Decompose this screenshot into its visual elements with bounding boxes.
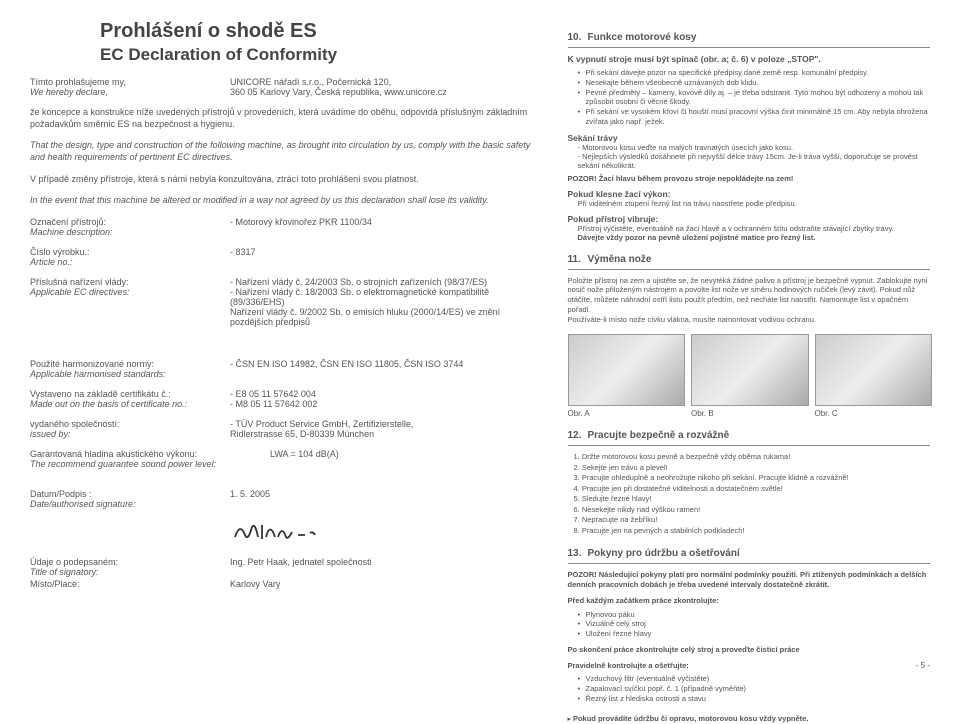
s13-b2: Vizuálně celý stroj	[578, 619, 931, 629]
article-no-label-en: Article no.:	[30, 257, 230, 267]
s10-b2: Nesekajte během všeobecně uznávaných dob…	[578, 78, 931, 88]
s12-l6: 6. Nesekejte nikdy nad výškou ramen!	[574, 505, 931, 516]
para1-cs: že koncepce a konstrukce níže uvedených …	[30, 107, 538, 130]
s12-l5: 5. Sledujte řezné hlavy!	[574, 494, 931, 505]
s10-b6: - Nejlepších výsledků dosáhnete při nejv…	[578, 152, 931, 170]
directive-1: - Nařízení vlády č. 24/2003 Sb. o strojn…	[230, 277, 538, 287]
date-label-en: Date/authorised signature:	[30, 499, 230, 509]
title-sub: EC Declaration of Conformity	[30, 45, 538, 65]
caption-a: Obr. A	[568, 409, 684, 418]
s10-b1: Při sekání dávejte pozor na specifické p…	[578, 68, 931, 78]
s10-p4b: Dávejte vždy pozor na pevně uložení poji…	[578, 233, 931, 242]
directives-label: Příslušná nařízení vlády:	[30, 277, 230, 287]
issued-by-label: vydaného společností:	[30, 419, 230, 429]
issued-by-2: Ridlerstrasse 65, D-80339 München	[230, 429, 538, 439]
directive-3: Nařízení vlády č. 9/2002 Sb. o emisích h…	[230, 307, 538, 327]
signatory-label: Údaje o podepsaném:	[30, 557, 230, 567]
para2-en: In the event that this machine be altere…	[30, 195, 538, 207]
s10-b3: Pevné předměty – kameny, kovové díly aj.…	[578, 88, 931, 108]
declare-cs: Tímto prohlašujeme my,	[30, 77, 230, 87]
section-10-head: 10.Funkce motorové kosy	[568, 32, 931, 48]
cert-value-2: - M8 05 11 57642 002	[230, 399, 538, 409]
date-label: Datum/Podpis :	[30, 489, 230, 499]
s13-b5: Zapalovací svíčku popř. č. 1 (případně v…	[578, 684, 931, 694]
s13-b4: Vzduchový filtr (eventuálně vyčistěte)	[578, 674, 931, 684]
title-main: Prohlášení o shodě ES	[30, 20, 538, 43]
section-11-head: 11.Výměna nože	[568, 254, 931, 270]
machine-desc-label: Označení přístrojů:	[30, 217, 230, 227]
caption-b: Obr. B	[691, 409, 807, 418]
s10-b5: - Motorovou kosu veďte na malých travnat…	[578, 143, 931, 152]
s12-l8: 8. Pracujte jen na pevných a stabilních …	[574, 526, 931, 537]
image-b	[691, 334, 809, 406]
signatory-value: Ing. Petr Haak, jednatel společnosti	[230, 557, 538, 577]
company-addr: 360 05 Karlovy Vary, Česká republika, ww…	[230, 87, 538, 97]
s12-l2: 2. Sekejte jen trávu a plevel!	[574, 463, 931, 474]
s10-h4: Pokud přístroj vibruje:	[568, 214, 931, 224]
s13-warn: POZOR! Následující pokyny platí pro norm…	[568, 570, 927, 589]
s13-b1: Plynovou páku	[578, 610, 931, 620]
machine-desc-label-en: Machine description:	[30, 227, 230, 237]
standards-label: Použité harmonizované normy:	[30, 359, 230, 369]
section-13-head: 13.Pokyny pro údržbu a ošetřování	[568, 548, 931, 564]
article-no-value: - 8317	[230, 247, 538, 267]
standards-label-en: Applicable harmonised standards:	[30, 369, 230, 379]
cert-value-1: - E8 05 11 57642 004	[230, 389, 538, 399]
sound-value: LWA = 104 dB(A)	[270, 449, 538, 469]
page-number: - 5 -	[916, 661, 930, 670]
s13-h2: Po skončení práce zkontrolujte celý stro…	[568, 645, 931, 655]
para1-en: That the design, type and construction o…	[30, 140, 538, 163]
image-a	[568, 334, 686, 406]
date-value: 1. 5. 2005	[230, 489, 538, 509]
sound-label-en: The recommend guarantee sound power leve…	[30, 459, 270, 469]
directive-2: - Nařízení vlády č. 18/2003 Sb. o elektr…	[230, 287, 538, 307]
s10-h3: Pokud klesne žací výkon:	[568, 189, 931, 199]
signatory-label-en: Title of signatory:	[30, 567, 230, 577]
machine-desc-value: - Motorový křovinořez PKR 1100/34	[230, 217, 538, 237]
place-value: Karlovy Vary	[230, 579, 538, 589]
s12-l3: 3. Pracujte ohleduplně a neohrožujte nik…	[574, 473, 931, 484]
cert-label: Vystaveno na základě certifikátu č.:	[30, 389, 230, 399]
company: UNICORE nářadí s.r.o., Počernická 120,	[230, 77, 538, 87]
issued-by-1: - TÜV Product Service GmbH, Zertifiziers…	[230, 419, 538, 429]
para2-cs: V případě změny přístroje, která s námi …	[30, 174, 538, 186]
s10-h1: K vypnutí stroje musí být spínač (obr. a…	[568, 54, 931, 64]
s13-foot: Pokud provádíte údržbu či opravu, motoro…	[573, 714, 808, 723]
s10-b4: Při sekání ve vysokém křoví či houští mu…	[578, 107, 931, 127]
sound-label: Garantovaná hladina akustického výkonu:	[30, 449, 270, 459]
s12-l7: 7. Nepracujte na žebříku!	[574, 515, 931, 526]
image-c	[815, 334, 933, 406]
s10-p3: Při viditelném ztupení řezný list na trá…	[578, 199, 931, 208]
s10-warn1: POZOR! Žací hlavu během provozu stroje n…	[568, 174, 931, 183]
s13-b3: Uložení řezné hlavy	[578, 629, 931, 639]
s12-l4: 4. Pracujte jen při dostatečné viditelno…	[574, 484, 931, 495]
s13-b6: Řezný list z hlediska ostrosti a stavu	[578, 694, 931, 704]
s12-l1: 1. Držte motorovou kosu pevně a bezpečně…	[574, 452, 931, 463]
place-label: Místo/Place:	[30, 579, 230, 589]
issued-by-label-en: issued by:	[30, 429, 230, 439]
s13-h1: Před každým začátkem práce zkontrolujte:	[568, 596, 931, 606]
s11-p2: Používáte-li místo nože cívku vlákna, mu…	[568, 315, 931, 325]
section-12-head: 12.Pracujte bezpečně a rozvážně	[568, 430, 931, 446]
signature-icon	[230, 517, 320, 547]
article-no-label: Číslo výrobku.:	[30, 247, 230, 257]
s11-p1: Položte přístroj na zem a ujistěte se, ž…	[568, 276, 931, 315]
s13-h3: Pravidelně kontrolujte a ošetřujte:	[568, 661, 931, 671]
declare-en: We hereby declare,	[30, 87, 230, 97]
cert-label-en: Made out on the basis of certificate no.…	[30, 399, 230, 409]
directives-label-en: Applicable EC directives:	[30, 287, 230, 297]
s10-h2: Sekání trávy	[568, 133, 931, 143]
standards-value: - ČSN EN ISO 14982, ČSN EN ISO 11805, ČS…	[230, 359, 538, 379]
caption-c: Obr. C	[815, 409, 931, 418]
s10-p4a: Přístroj vyčistěte, eventuálně na žací h…	[578, 224, 931, 233]
